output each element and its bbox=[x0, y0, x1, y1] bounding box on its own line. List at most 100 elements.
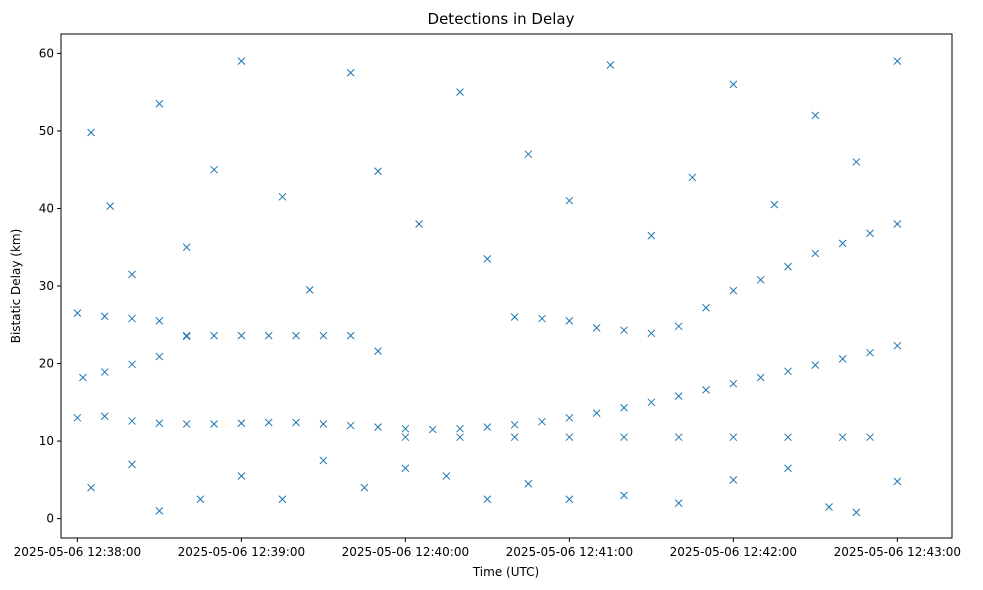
data-point bbox=[838, 355, 847, 363]
data-point bbox=[319, 456, 328, 465]
data-point bbox=[620, 403, 628, 412]
data-point bbox=[128, 460, 136, 469]
data-point bbox=[565, 433, 574, 442]
data-point bbox=[565, 317, 574, 325]
data-point bbox=[128, 417, 136, 425]
data-point bbox=[87, 128, 95, 137]
data-point bbox=[401, 424, 410, 433]
data-point bbox=[674, 322, 683, 331]
y-tick-label: 30 bbox=[39, 279, 54, 293]
data-point bbox=[770, 200, 779, 209]
data-point bbox=[128, 270, 136, 279]
data-point bbox=[565, 495, 574, 504]
data-point bbox=[79, 373, 87, 382]
data-point bbox=[237, 57, 246, 65]
data-point bbox=[264, 418, 273, 427]
data-point bbox=[729, 80, 738, 89]
x-tick-label: 2025-05-06 12:40:00 bbox=[342, 545, 469, 559]
data-point bbox=[565, 413, 574, 422]
data-point bbox=[346, 331, 355, 340]
data-point bbox=[374, 167, 382, 176]
y-tick-label: 60 bbox=[39, 46, 54, 60]
data-point bbox=[292, 331, 300, 340]
data-point bbox=[510, 313, 519, 321]
chart-title: Detections in Delay bbox=[428, 10, 575, 28]
data-point bbox=[415, 220, 423, 228]
data-point bbox=[674, 392, 683, 400]
y-tick-label: 20 bbox=[39, 357, 54, 371]
y-axis-ticks: 0 10 20 30 40 50 60 bbox=[39, 46, 61, 526]
data-point bbox=[210, 165, 218, 174]
data-point bbox=[811, 111, 820, 120]
x-tick-label: 2025-05-06 12:43:00 bbox=[834, 545, 961, 559]
data-point bbox=[538, 417, 546, 426]
data-point bbox=[688, 173, 697, 182]
x-tick-label: 2025-05-06 12:39:00 bbox=[178, 545, 305, 559]
data-point bbox=[319, 331, 328, 340]
data-point bbox=[210, 420, 218, 428]
data-points bbox=[73, 57, 902, 517]
data-point bbox=[346, 68, 355, 77]
x-axis-label: Time (UTC) bbox=[472, 565, 539, 579]
data-point bbox=[278, 495, 287, 504]
data-point bbox=[620, 491, 628, 500]
y-tick-label: 10 bbox=[39, 434, 54, 448]
data-point bbox=[182, 332, 191, 341]
data-point bbox=[524, 479, 533, 488]
data-point bbox=[866, 348, 874, 357]
data-point bbox=[155, 99, 164, 108]
data-point bbox=[428, 425, 437, 434]
data-point bbox=[524, 150, 533, 159]
data-point bbox=[305, 286, 314, 294]
y-tick-label: 0 bbox=[46, 512, 54, 526]
data-point bbox=[182, 420, 191, 428]
data-point bbox=[483, 255, 492, 263]
data-point bbox=[87, 483, 95, 492]
data-point bbox=[811, 361, 820, 369]
data-point bbox=[702, 303, 710, 312]
data-point bbox=[647, 329, 656, 338]
data-point bbox=[100, 368, 109, 376]
data-point bbox=[538, 314, 546, 323]
data-point bbox=[278, 192, 287, 201]
data-point bbox=[264, 331, 273, 340]
data-point bbox=[784, 464, 792, 473]
data-point bbox=[838, 433, 847, 442]
data-point bbox=[73, 309, 82, 317]
data-point bbox=[155, 419, 164, 428]
data-point bbox=[319, 420, 328, 428]
x-tick-label: 2025-05-06 12:42:00 bbox=[670, 545, 797, 559]
data-point bbox=[674, 433, 683, 442]
data-point bbox=[510, 420, 519, 429]
data-point bbox=[292, 418, 300, 427]
x-axis-ticks: 2025-05-06 12:38:00 2025-05-06 12:39:00 20… bbox=[14, 538, 961, 559]
data-point bbox=[866, 229, 874, 238]
y-tick-label: 50 bbox=[39, 124, 54, 138]
data-point bbox=[100, 312, 109, 321]
data-point bbox=[155, 507, 164, 515]
plot-frame bbox=[60, 33, 953, 539]
data-point bbox=[756, 373, 765, 382]
data-point bbox=[401, 433, 410, 442]
data-point bbox=[674, 499, 683, 507]
data-point bbox=[210, 331, 218, 340]
data-point bbox=[893, 220, 902, 228]
data-point bbox=[456, 433, 464, 442]
data-point bbox=[729, 379, 738, 388]
data-point bbox=[100, 412, 109, 421]
data-point bbox=[374, 347, 382, 355]
data-point bbox=[893, 341, 902, 350]
data-point bbox=[182, 243, 191, 252]
data-point bbox=[606, 61, 615, 69]
data-point bbox=[565, 196, 574, 205]
data-point bbox=[838, 239, 847, 248]
data-point bbox=[592, 324, 601, 332]
data-point bbox=[128, 360, 136, 369]
data-point bbox=[155, 317, 164, 325]
data-point bbox=[237, 472, 246, 480]
data-point bbox=[510, 433, 519, 442]
data-point bbox=[592, 409, 601, 418]
data-point bbox=[401, 464, 410, 473]
data-point bbox=[128, 314, 136, 323]
data-point bbox=[784, 433, 792, 442]
